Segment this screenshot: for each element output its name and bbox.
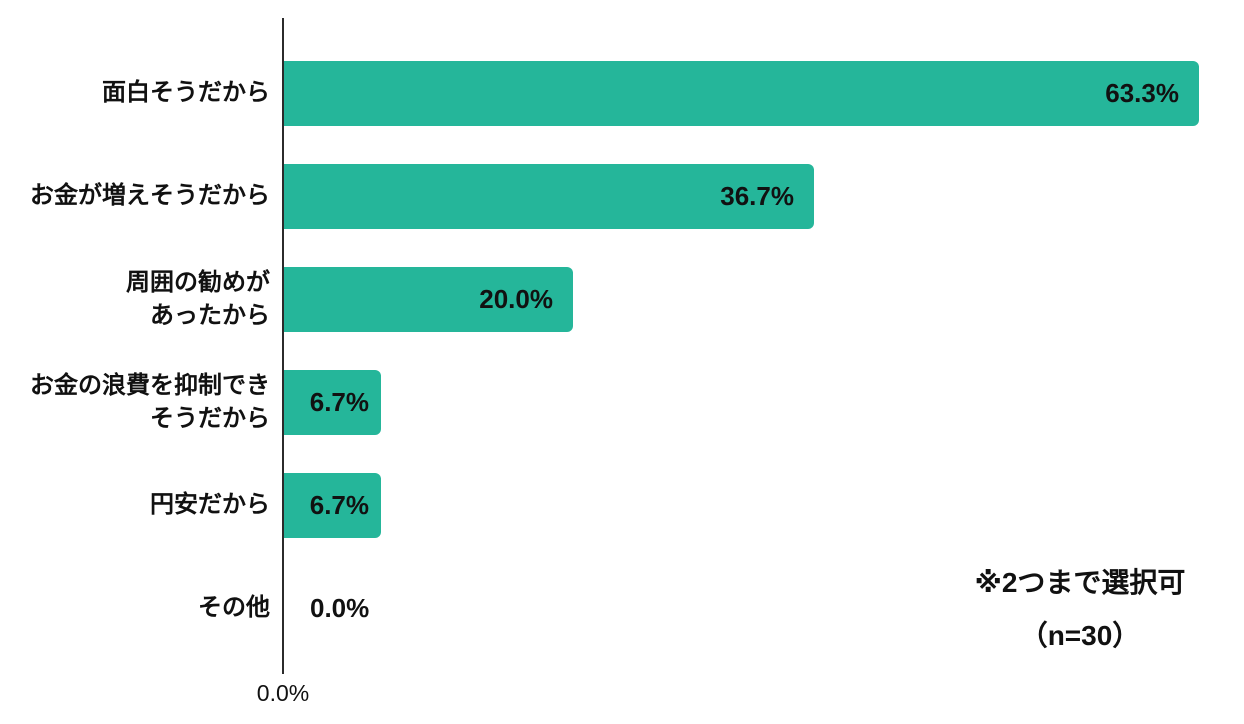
bar-value-label: 0.0% <box>310 593 370 623</box>
bar-area: 36.7% <box>284 145 1244 248</box>
annotation-sample-size: （n=30） <box>1019 620 1141 651</box>
bar-area: 0.0% <box>284 557 1244 660</box>
bar-value-label: 36.7% <box>720 181 794 211</box>
bar: 6.7% <box>284 370 381 435</box>
bar-area: 6.7% <box>284 454 1244 557</box>
category-label: 円安だから <box>150 491 270 519</box>
bar-area: 20.0% <box>284 248 1244 351</box>
chart-row: 面白そうだから 63.3% <box>0 42 1244 145</box>
bar: 63.3% <box>284 61 1199 126</box>
bar: 6.7% <box>284 473 381 538</box>
bar-value-label: 6.7% <box>309 387 369 417</box>
category-label: お金の浪費を抑制でき そうだから <box>30 372 270 432</box>
y-axis-line <box>282 18 284 674</box>
chart-annotation: ※2つまで選択可 （n=30） <box>930 566 1230 653</box>
bar: 20.0% <box>284 267 573 332</box>
bar-value-label: 63.3% <box>1105 78 1179 108</box>
category-label: お金が増えそうだから <box>30 182 270 210</box>
chart-row: その他 0.0% <box>0 557 1244 660</box>
bar-area: 63.3% <box>284 42 1244 145</box>
x-axis-tick-label: 0.0% <box>256 680 310 706</box>
bar-value-label: 20.0% <box>479 284 553 314</box>
bar: 36.7% <box>284 164 814 229</box>
chart-row: お金の浪費を抑制でき そうだから 6.7% <box>0 351 1244 454</box>
chart-rows: 面白そうだから 63.3% お金が増えそうだから 36.7% 周囲の勧めが あったから 20… <box>0 42 1244 660</box>
category-label: その他 <box>198 594 270 622</box>
bar-value-label: 6.7% <box>309 490 369 520</box>
chart-row: お金が増えそうだから 36.7% <box>0 145 1244 248</box>
category-label: 周囲の勧めが あったから <box>126 269 270 329</box>
chart-row: 周囲の勧めが あったから 20.0% <box>0 248 1244 351</box>
annotation-note: ※2つまで選択可 <box>974 567 1186 598</box>
chart-row: 円安だから 6.7% <box>0 454 1244 557</box>
category-label: 面白そうだから <box>102 79 270 107</box>
bar-area: 6.7% <box>284 351 1244 454</box>
